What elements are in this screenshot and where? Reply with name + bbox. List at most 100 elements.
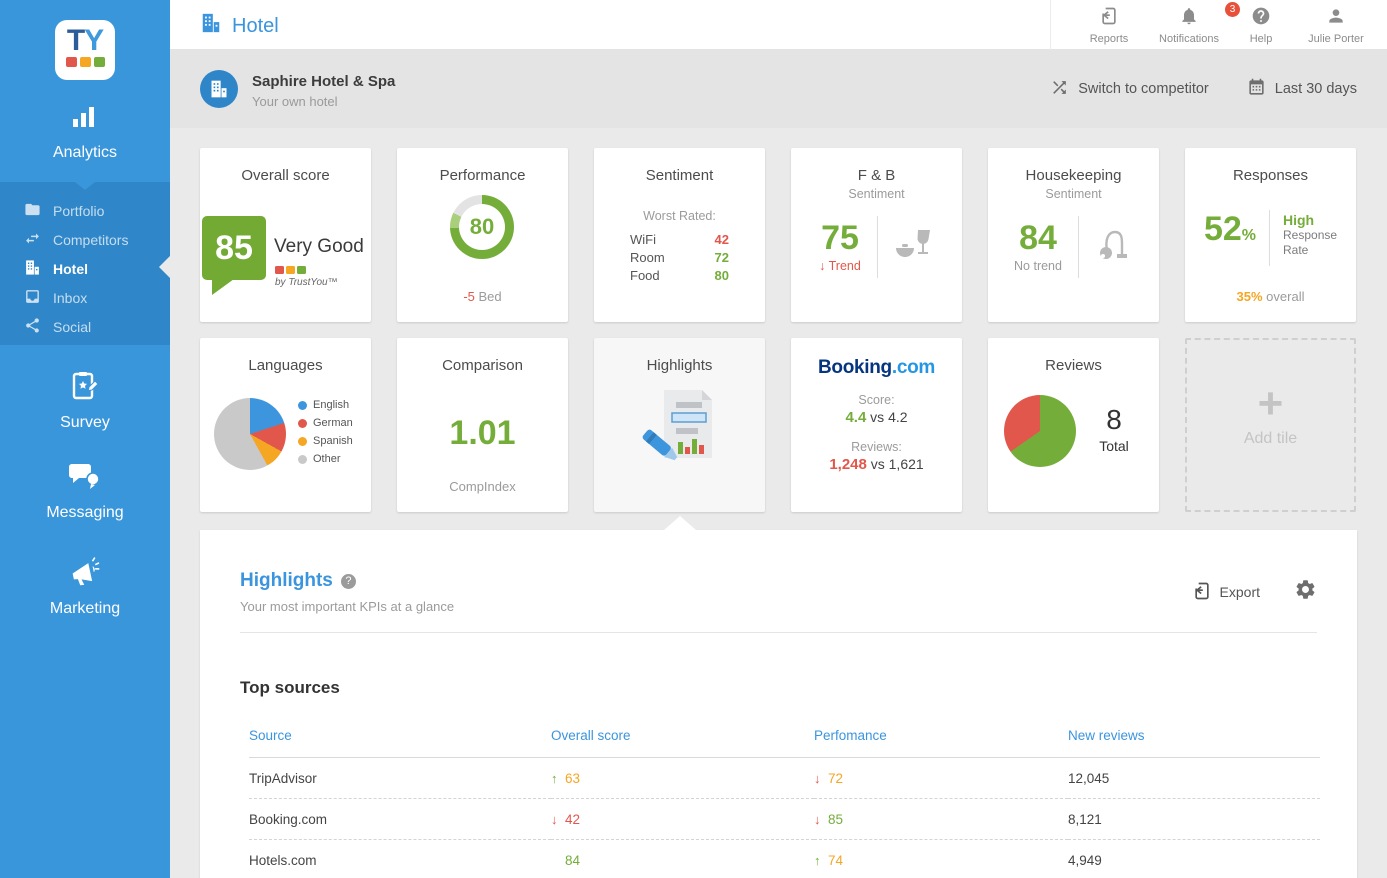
top-bar: Hotel Reports 3 Notifications Help Julie… <box>170 0 1387 50</box>
action-label: Julie Porter <box>1293 33 1379 45</box>
sidebar-item-analytics[interactable]: Analytics <box>0 105 170 162</box>
help-circle-icon[interactable]: ? <box>341 574 356 589</box>
divider <box>877 216 878 278</box>
help-button[interactable]: Help <box>1229 6 1293 45</box>
sidebar-item-marketing[interactable]: Marketing <box>0 556 170 618</box>
logo-text: TY <box>55 26 115 56</box>
active-item-pointer <box>159 256 170 278</box>
column-header-new-reviews[interactable]: New reviews <box>1068 720 1320 758</box>
tile-overall-score[interactable]: Overall score 85 Very Good by TrustYou™ <box>200 148 371 322</box>
switch-competitor-label: Switch to competitor <box>1078 81 1209 97</box>
notifications-button[interactable]: 3 Notifications <box>1149 6 1229 45</box>
tile-languages[interactable]: Languages English German Spanish Other <box>200 338 371 512</box>
reviews-total-label: Total <box>1084 438 1144 454</box>
response-level: High <box>1283 212 1337 228</box>
tile-comparison[interactable]: Comparison 1.01 CompIndex <box>397 338 568 512</box>
bell-icon <box>1179 6 1199 31</box>
add-tile-button[interactable]: + Add tile <box>1185 338 1356 512</box>
comp-index-value: 1.01 <box>397 414 568 453</box>
export-icon <box>1192 581 1212 604</box>
booking-logo: Booking.com <box>791 357 962 379</box>
table-row: Hotels.com 84 ↑74 4,949 <box>249 840 1320 878</box>
top-sources-table: Source Overall score Perfomance New revi… <box>249 720 1320 878</box>
sidebar-item-competitors[interactable]: Competitors <box>0 225 170 254</box>
sentiment-row: Room72 <box>630 249 729 267</box>
tile-booking[interactable]: Booking.com Score: 4.4 vs 4.2 Reviews: 1… <box>791 338 962 512</box>
tile-housekeeping-sentiment[interactable]: Housekeeping Sentiment 84 No trend <box>988 148 1159 322</box>
tile-title: Performance <box>397 167 568 184</box>
page-title-text: Hotel <box>232 15 279 38</box>
tile-sentiment[interactable]: Sentiment Worst Rated: WiFi42 Room72 Foo… <box>594 148 765 322</box>
building-icon <box>24 259 41 279</box>
inbox-icon <box>24 288 41 308</box>
tile-title: Reviews <box>988 357 1159 374</box>
top-actions: Reports 3 Notifications Help Julie Porte… <box>1050 0 1379 50</box>
booking-reviews: 1,248 vs 1,621 <box>791 456 962 473</box>
response-level-sub: Response <box>1283 228 1337 243</box>
sentiment-row: Food80 <box>630 267 729 285</box>
sidebar-item-portfolio[interactable]: Portfolio <box>0 196 170 225</box>
reviews-total: 8 Total <box>1084 404 1144 454</box>
sidebar-item-inbox[interactable]: Inbox <box>0 283 170 312</box>
tile-fb-sentiment[interactable]: F & B Sentiment 75 ↓ Trend <box>791 148 962 322</box>
sidebar-item-social[interactable]: Social <box>0 312 170 341</box>
hotel-context-bar: Saphire Hotel & Spa Your own hotel Switc… <box>170 50 1387 128</box>
legend-item: Spanish <box>298 432 353 450</box>
user-menu[interactable]: Julie Porter <box>1293 6 1379 45</box>
switch-competitor-button[interactable]: Switch to competitor <box>1050 78 1209 101</box>
tile-subtitle: Sentiment <box>988 187 1159 201</box>
overall-response-rate: 35% overall <box>1185 289 1356 304</box>
table-row: Booking.com ↓42 ↓85 8,121 <box>249 799 1320 840</box>
table-row: TripAdvisor ↑63 ↓72 12,045 <box>249 758 1320 799</box>
analytics-submenu: Portfolio Competitors Hotel Inbox Social <box>0 182 170 345</box>
tile-title: Highlights <box>594 357 765 374</box>
booking-score-label: Score: <box>791 393 962 407</box>
tile-responses[interactable]: Responses 52% High Response Rate 35% ove… <box>1185 148 1356 322</box>
legend-item: German <box>298 414 353 432</box>
tile-highlights[interactable]: Highlights <box>594 338 765 512</box>
bar-chart-icon <box>71 105 99 136</box>
tile-title: Responses <box>1185 167 1356 184</box>
reports-button[interactable]: Reports <box>1069 6 1149 45</box>
sidebar-item-hotel[interactable]: Hotel <box>0 254 170 283</box>
sidebar-item-messaging[interactable]: Messaging <box>0 462 170 522</box>
trustyou-mark: by TrustYou™ <box>275 266 338 288</box>
gear-icon[interactable] <box>1294 578 1317 606</box>
swap-arrows-icon <box>24 230 41 250</box>
folder-icon <box>24 201 41 221</box>
sidebar-item-label: Inbox <box>53 290 87 306</box>
chat-bubbles-icon <box>68 462 102 497</box>
languages-pie-chart <box>214 398 286 470</box>
tile-title: F & B <box>791 167 962 184</box>
logo-bubbles-icon <box>55 57 115 67</box>
survey-clipboard-icon <box>70 370 100 407</box>
legend-item: Other <box>298 450 353 468</box>
hotel-title-icon <box>200 12 222 40</box>
tile-performance[interactable]: Performance 80 -5 Bed <box>397 148 568 322</box>
comp-index-caption: CompIndex <box>397 479 568 494</box>
tile-title: Overall score <box>200 167 371 184</box>
user-icon <box>1326 6 1346 31</box>
performance-donut-chart: 80 <box>450 195 514 259</box>
sidebar-item-label: Messaging <box>0 504 170 522</box>
export-button[interactable]: Export <box>1192 581 1260 604</box>
performance-delta: -5 Bed <box>397 289 568 304</box>
sidebar-item-label: Survey <box>0 414 170 432</box>
sidebar-item-label: Marketing <box>0 600 170 618</box>
date-range-button[interactable]: Last 30 days <box>1247 78 1357 101</box>
tile-reviews[interactable]: Reviews 8 Total <box>988 338 1159 512</box>
date-range-label: Last 30 days <box>1275 81 1357 97</box>
sidebar-item-label: Analytics <box>0 144 170 162</box>
column-header-source[interactable]: Source <box>249 720 551 758</box>
column-header-performance[interactable]: Perfomance <box>814 720 1068 758</box>
action-label: Reports <box>1069 33 1149 45</box>
sidebar-item-survey[interactable]: Survey <box>0 370 170 432</box>
column-header-overall-score[interactable]: Overall score <box>551 720 814 758</box>
sidebar-item-label: Competitors <box>53 232 128 248</box>
trustyou-byline: by TrustYou™ <box>275 277 338 288</box>
tile-title: Housekeeping <box>988 167 1159 184</box>
trustyou-logo[interactable]: TY <box>55 20 115 80</box>
shuffle-icon <box>1050 78 1069 101</box>
sidebar-item-label: Portfolio <box>53 203 104 219</box>
action-label: Notifications <box>1149 33 1229 45</box>
